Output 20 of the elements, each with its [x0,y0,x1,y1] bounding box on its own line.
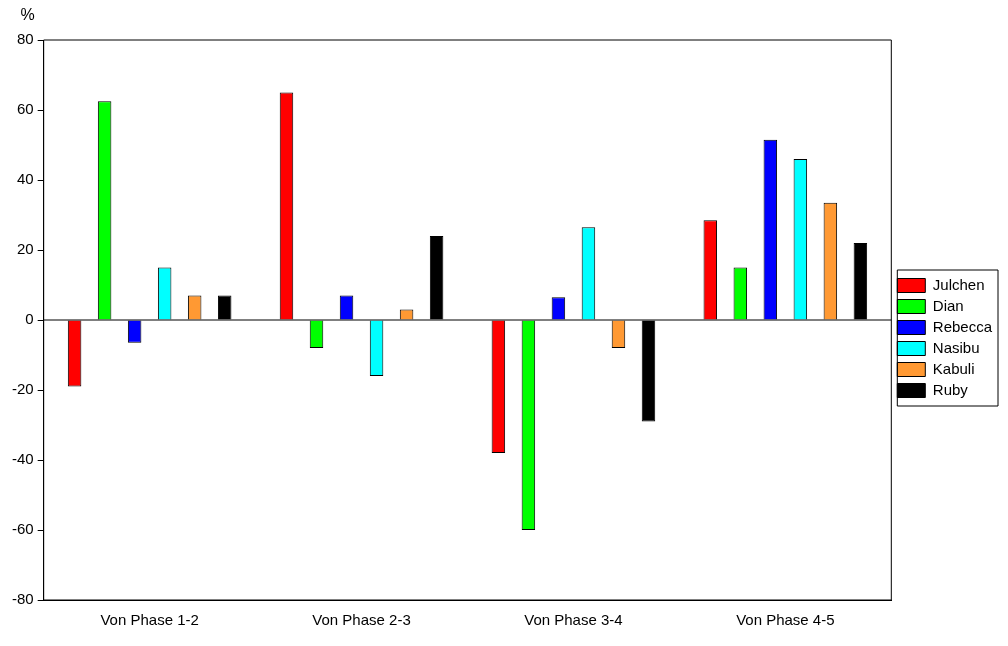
y-tick-label: 0 [25,310,34,328]
legend-label: Rebecca [932,317,993,335]
legend-label: Nasibu [932,338,980,356]
x-tick-label: Von Phase 4-5 [736,611,835,629]
y-tick-label: 60 [16,100,34,118]
legend-label: Kabuli [932,359,975,377]
y-tick-label: 20 [16,240,34,258]
y-tick-label: 80 [16,30,34,48]
x-tick-label: Von Phase 3-4 [524,611,623,629]
legend-label: Ruby [932,380,969,398]
y-tick-label: -40 [11,450,34,468]
x-tick-label: Von Phase 2-3 [312,611,411,629]
y-tick-label: 40 [16,170,34,188]
y-axis-title: % [20,6,35,24]
legend-label: Dian [932,296,964,314]
x-tick-label: Von Phase 1-2 [100,611,199,629]
y-tick-label: -60 [11,520,34,538]
y-tick-label: -20 [11,380,34,398]
y-tick-label: -80 [11,590,34,608]
legend-label: Julchen [932,275,985,293]
